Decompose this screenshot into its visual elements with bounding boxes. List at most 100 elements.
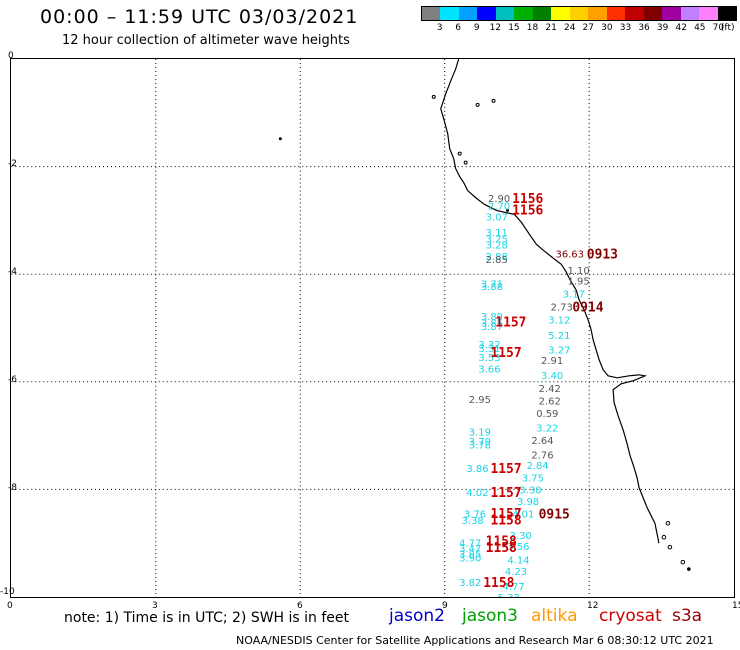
color-scale-labels: 3 6 9 12 15 18 21 24 27 30 33 36 39 42 45 70 (ft) <box>421 23 737 35</box>
pass-time-label: 1156 <box>512 192 543 207</box>
color-scale-label: 21 <box>545 23 557 33</box>
color-scale-label: 30 <box>601 23 613 33</box>
y-axis-label: -4 <box>8 267 17 277</box>
pass-time-label: 1158 <box>486 541 517 556</box>
color-swatch <box>569 7 589 20</box>
wave-height-value: 3.32 <box>478 340 500 351</box>
wave-height-value: 36.63 <box>555 250 584 261</box>
wave-height-value: 5.33 <box>498 593 520 598</box>
wave-height-observations: 2.902.703.07 3.113.253.282.882.85 36.63 1.1… <box>450 194 590 598</box>
wave-height-value: 3.47 <box>459 544 481 555</box>
y-axis-label: -8 <box>8 483 17 493</box>
color-swatch <box>625 7 644 20</box>
y-axis-label: 0 <box>8 51 14 61</box>
islands <box>278 94 691 571</box>
wave-height-value: 3.19 <box>469 427 491 438</box>
pass-time-label: 0914 <box>572 300 603 315</box>
wave-height-value: 3.38 <box>462 516 484 527</box>
x-axis-label: 15 <box>732 601 740 611</box>
island <box>278 137 282 141</box>
color-swatch <box>514 7 533 20</box>
wave-height-value: 3.22 <box>536 424 558 435</box>
pass-time-label: 0915 <box>539 508 570 523</box>
pass-times: 1156115609130914115711571157115711571158… <box>483 192 618 591</box>
wave-height-value: 3.71 <box>481 279 503 290</box>
island <box>457 151 462 156</box>
wave-height-value: 2.91 <box>541 356 563 367</box>
color-swatch <box>680 7 700 20</box>
island <box>506 208 509 212</box>
satellite-legend-altika: altika <box>531 606 578 626</box>
wave-height-value: 4.01 <box>512 510 534 521</box>
footer-credit: NOAA/NESDIS Center for Satellite Applica… <box>236 634 714 647</box>
map-subtitle: 12 hour collection of altimeter wave hei… <box>62 33 350 48</box>
wave-height-value: 4.02 <box>466 488 488 499</box>
color-scale-label: 27 <box>582 23 595 33</box>
color-swatch <box>477 7 496 20</box>
pass-time-label: 1157 <box>490 462 521 477</box>
color-scale-label: 24 <box>563 23 576 33</box>
wave-height-value: 4.47 <box>450 597 472 598</box>
wave-height-value: 3.85 <box>481 319 503 330</box>
y-axis-label: -2 <box>8 159 17 169</box>
color-swatch <box>662 7 681 20</box>
color-swatch <box>495 7 515 20</box>
color-scale-label: 36 <box>638 23 650 33</box>
wave-height-value: 2.88 <box>486 252 508 263</box>
wave-height-value: 3.30 <box>510 531 532 542</box>
wave-height-value: 2.62 <box>539 397 561 408</box>
pass-time-label: 0913 <box>587 248 618 263</box>
wave-height-value: 3.76 <box>464 510 486 521</box>
note-text: note: 1) Time is in UTC; 2) SWH is in fe… <box>64 610 350 626</box>
wave-height-value: 2.90 <box>488 194 510 205</box>
wave-height-value: 3.11 <box>486 228 508 239</box>
wave-height-value: 3.98 <box>517 497 539 508</box>
wave-height-value: 3.75 <box>522 474 544 485</box>
color-scale-label: 39 <box>656 23 669 33</box>
wave-height-value: 1.10 <box>568 266 590 277</box>
x-axis-label: 0 <box>7 601 13 611</box>
color-swatch <box>440 7 459 20</box>
wave-height-value: 3.66 <box>478 364 500 375</box>
wave-height-value: 3.79 <box>469 437 491 448</box>
x-axis-label: 9 <box>442 601 448 611</box>
pass-time-label: 1157 <box>490 486 521 501</box>
map-title: 00:00 – 11:59 UTC 03/03/2021 <box>40 6 359 28</box>
wave-height-value: 3.27 <box>548 346 570 357</box>
island <box>680 559 686 565</box>
y-axis-label: -10 <box>0 587 15 597</box>
wave-height-value: 3.88 <box>481 282 503 293</box>
color-swatch <box>588 7 607 20</box>
color-swatch <box>458 7 478 20</box>
color-scale-label: 70 <box>712 23 725 33</box>
graticule <box>11 59 734 597</box>
wave-height-value: 3.40 <box>541 371 563 382</box>
coastline <box>440 59 660 544</box>
wave-height-value: 3.82 <box>459 578 481 589</box>
wave-height-value: 4.23 <box>505 567 527 578</box>
wave-height-value: 2.42 <box>539 384 561 395</box>
color-scale-label: 18 <box>526 23 539 33</box>
wave-height-value: 2.70 <box>488 201 510 212</box>
wave-height-value: 1.95 <box>568 277 590 288</box>
wave-height-value: 3.30 <box>519 485 541 496</box>
x-axis-label: 6 <box>297 601 303 611</box>
wave-height-value: 3.90 <box>459 554 481 565</box>
color-swatch <box>717 7 736 20</box>
map-svg: 2.902.703.07 3.113.253.282.882.85 36.63 1.1… <box>10 58 735 598</box>
pass-time-label: 1158 <box>490 514 521 529</box>
wave-height-value: 3.25 <box>486 235 508 246</box>
satellite-legend-s3a: s3a <box>672 606 703 626</box>
wave-height-value: 0.59 <box>536 409 558 420</box>
color-scale-label: 9 <box>473 23 480 33</box>
wave-height-value: 3.56 <box>507 542 529 553</box>
color-scale-label: 15 <box>508 23 520 33</box>
color-scale-label: 3 <box>436 23 443 33</box>
wave-height-value: 3.87 <box>481 322 503 333</box>
color-swatch <box>422 7 441 20</box>
wave-height-value: 5.21 <box>548 331 570 342</box>
wave-height-value: 2.76 <box>531 450 553 461</box>
island <box>687 567 691 571</box>
wave-height-value: 3.17 <box>563 290 585 301</box>
x-axis-label: 3 <box>152 601 158 611</box>
